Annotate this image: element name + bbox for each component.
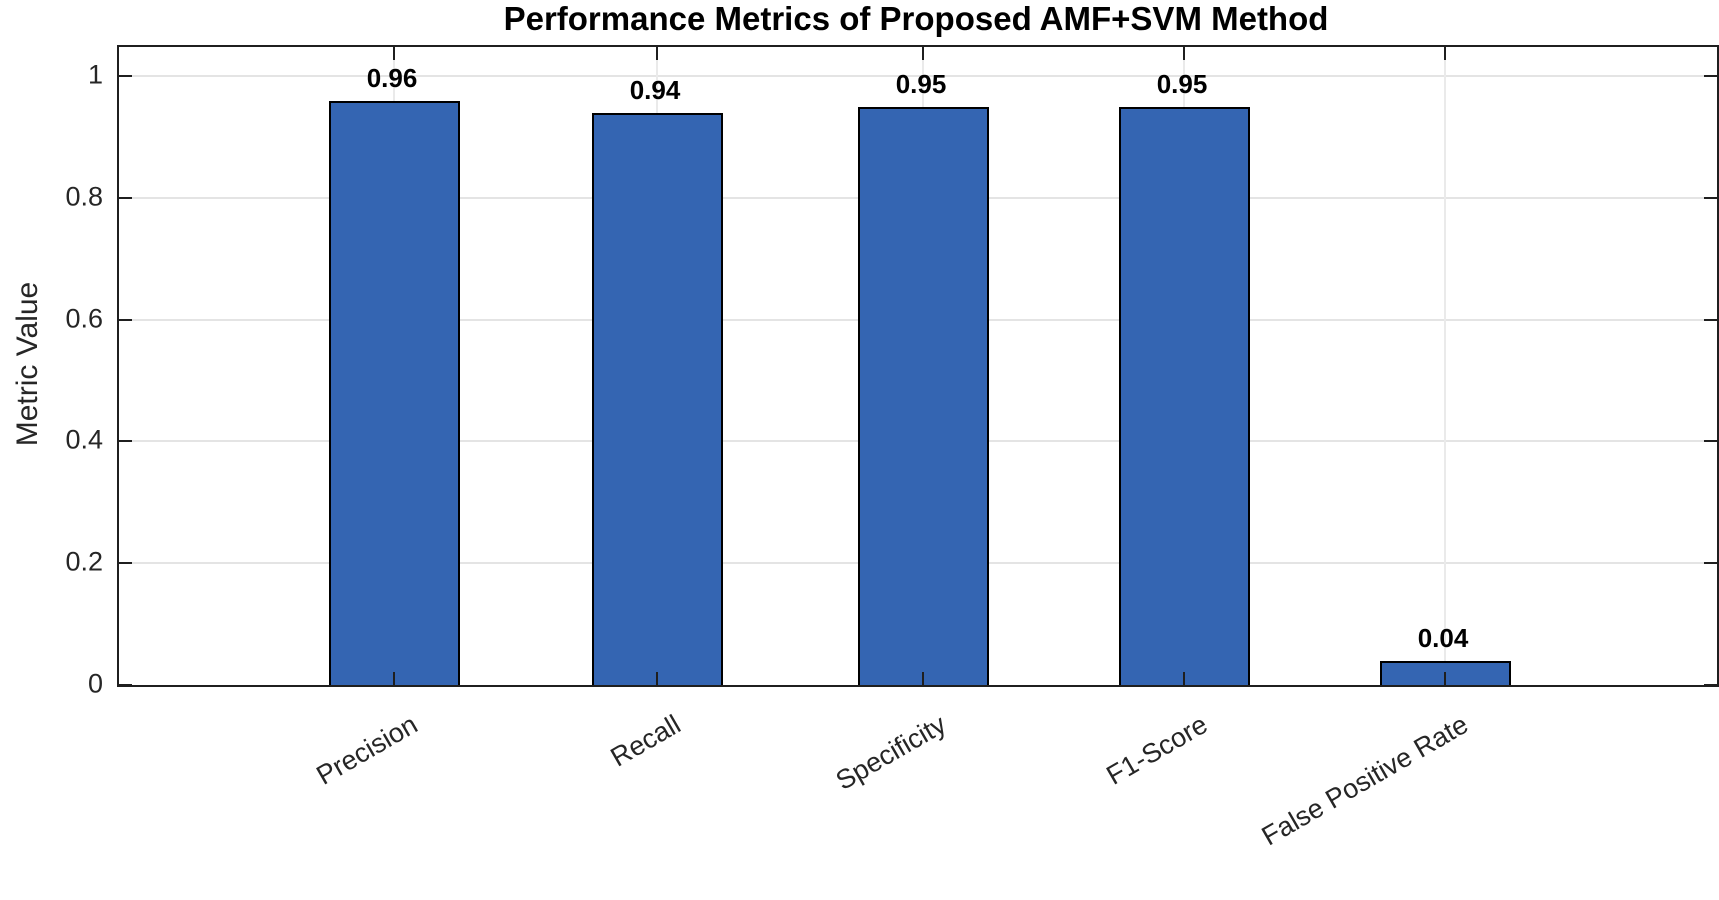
bar	[857, 107, 989, 685]
chart-title: Performance Metrics of Proposed AMF+SVM …	[503, 0, 1329, 37]
bar-value-label: 0.94	[629, 75, 681, 105]
y-tick-label: 0.2	[65, 546, 103, 577]
x-tick-label: Precision	[311, 709, 423, 791]
y-tick-mark-left	[119, 684, 132, 686]
x-tick-mark-top	[922, 47, 924, 60]
x-tick-mark-bottom	[656, 672, 658, 685]
bar-value-label: 0.96	[366, 63, 418, 93]
y-axis-label: Metric Value	[11, 281, 44, 447]
x-tick-mark-top	[1183, 47, 1185, 60]
y-tick-mark-left	[119, 562, 132, 565]
y-tick-mark-left	[119, 75, 132, 78]
y-tick-mark-left	[119, 196, 132, 199]
x-tick-label: Specificity	[831, 709, 952, 796]
y-tick-mark-right	[1704, 196, 1717, 199]
y-tick-label: 1	[87, 59, 103, 90]
y-tick-mark-right	[1704, 562, 1717, 565]
y-tick-label: 0.8	[65, 181, 103, 212]
x-tick-mark-top	[1444, 47, 1446, 60]
y-tick-mark-left	[119, 318, 132, 321]
x-tick-mark-top	[393, 47, 395, 60]
x-tick-mark-top	[656, 47, 658, 60]
x-tick-mark-bottom	[1183, 672, 1185, 685]
x-tick-mark-bottom	[922, 672, 924, 685]
y-gridline	[119, 75, 1717, 78]
x-gridline	[1444, 47, 1446, 685]
y-tick-mark-right	[1704, 684, 1717, 686]
x-tick-mark-bottom	[393, 672, 395, 685]
y-tick-label: 0.4	[65, 424, 103, 455]
bar-value-label: 0.04	[1417, 623, 1469, 653]
y-tick-mark-left	[119, 440, 132, 443]
bar-value-label: 0.95	[1156, 69, 1208, 99]
bar	[328, 101, 460, 685]
x-tick-mark-bottom	[1444, 672, 1446, 685]
y-tick-label: 0	[87, 668, 103, 699]
x-tick-label: False Positive Rate	[1257, 709, 1474, 852]
y-tick-label: 0.6	[65, 303, 103, 334]
bar	[591, 113, 723, 685]
y-tick-mark-right	[1704, 318, 1717, 321]
bar-value-label: 0.95	[895, 69, 947, 99]
plot-area	[117, 45, 1719, 687]
y-tick-mark-right	[1704, 75, 1717, 78]
x-tick-label: F1-Score	[1101, 709, 1213, 791]
bar	[1118, 107, 1250, 685]
y-tick-mark-right	[1704, 440, 1717, 443]
x-tick-label: Recall	[605, 709, 686, 773]
